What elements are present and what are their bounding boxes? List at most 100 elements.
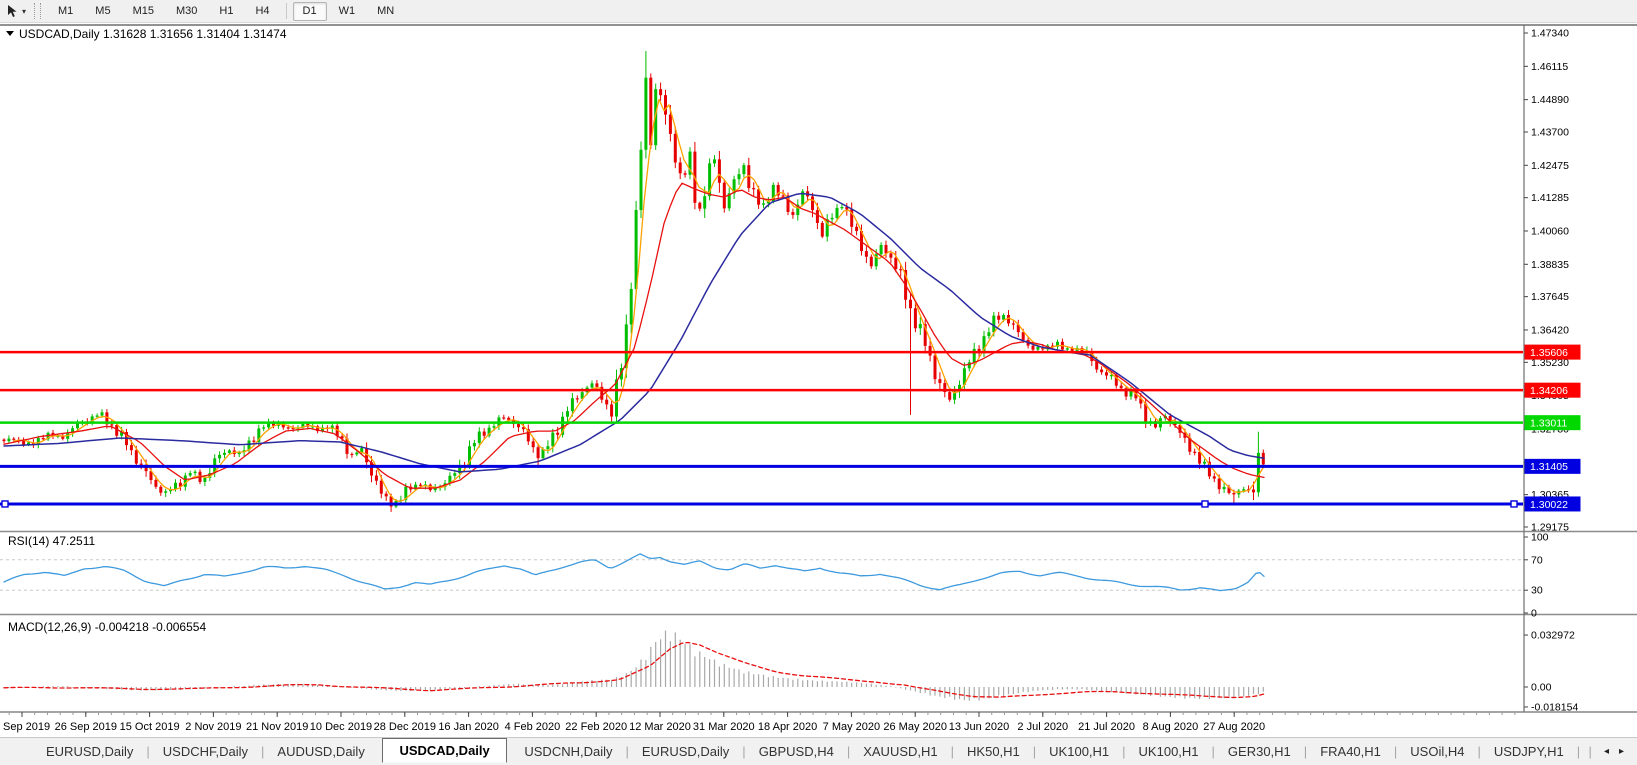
timeframe-button-m5[interactable]: M5 [95,4,111,17]
svg-text:30: 30 [1531,585,1543,597]
svg-text:1.35230: 1.35230 [1531,357,1569,369]
svg-text:27 Aug 2020: 27 Aug 2020 [1203,721,1265,733]
rsi-axis: 100 70 30 0 [0,532,1549,620]
line-handle[interactable] [1201,500,1209,508]
svg-text:28 Dec 2019: 28 Dec 2019 [374,721,436,733]
svg-text:21 Nov 2019: 21 Nov 2019 [246,721,308,733]
timeframe-button-m15[interactable]: M15 [132,4,154,17]
svg-text:4 Feb 2020: 4 Feb 2020 [505,721,561,733]
tab-separator: | [1303,744,1308,759]
tab-separator: | [625,744,629,759]
svg-text:1.34206: 1.34206 [1530,385,1568,397]
tab-separator: | [261,744,265,759]
horizontal-line-objects: 1.35606 1.34206 1.33011 1.31405 1.30022 [0,344,1581,512]
tab-usdchf-daily[interactable]: USDCHF,Daily [162,744,249,759]
tab-uk100-h1[interactable]: UK100,H1 [1138,744,1199,759]
tab-separator: | [1393,744,1398,759]
svg-text:10 Dec 2019: 10 Dec 2019 [310,721,372,733]
svg-text:-0.018154: -0.018154 [1531,701,1578,713]
svg-text:1.37645: 1.37645 [1531,291,1569,303]
cursor-tool-icon [8,5,17,17]
chart-tab-bar: EURUSD,Daily | USDCHF,Daily | AUDUSD,Daily U… [0,737,1637,765]
svg-text:22 Feb 2020: 22 Feb 2020 [565,721,627,733]
svg-text:1.29175: 1.29175 [1531,521,1569,533]
timeframe-toolbar: ▾ M1 M5 M15 M30 H1 H4 D1 W1 MN [0,0,1637,23]
symbol-ohlc-line: USDCAD,Daily 1.31628 1.31656 1.31404 1.3… [19,27,287,41]
moving-averages [3,98,1265,503]
timeframe-button-mn[interactable]: MN [377,4,395,17]
price-badge [1524,496,1581,512]
tab-usdcnh-daily[interactable]: USDCNH,Daily [524,744,613,759]
tab-scroll-right-icon[interactable]: ▸ [1618,746,1624,757]
tab-hk50-h1[interactable]: HK50,H1 [967,744,1020,759]
tab-fra40-h1[interactable]: FRA40,H1 [1320,744,1381,759]
svg-text:21 Jul 2020: 21 Jul 2020 [1078,721,1135,733]
svg-text:2 Nov 2019: 2 Nov 2019 [185,721,241,733]
ma-mid-line [3,182,1265,489]
tab-separator: | [1477,744,1481,759]
tab-eurusd-daily[interactable]: EURUSD,Daily [46,744,134,759]
svg-text:1.44890: 1.44890 [1531,94,1569,106]
symbol-dropdown-icon[interactable] [6,31,14,36]
svg-text:1.38835: 1.38835 [1531,259,1569,271]
svg-text:1.40060: 1.40060 [1531,225,1569,237]
svg-text:70: 70 [1531,554,1543,566]
svg-text:1.36420: 1.36420 [1531,324,1569,336]
tab-separator: | [1211,744,1215,759]
tab-xauusd-h1[interactable]: XAUUSD,H1 [863,744,938,759]
svg-text:13 Jun 2020: 13 Jun 2020 [949,721,1010,733]
timeframe-button-d1[interactable]: D1 [292,1,327,21]
svg-text:8 Aug 2020: 8 Aug 2020 [1143,721,1199,733]
svg-text:1.47340: 1.47340 [1531,28,1569,40]
tab-usdcad-daily[interactable]: USDCAD,Daily [382,738,507,763]
cursor-tool-button[interactable]: ▾ [0,2,30,21]
macd-indicator-label: MACD(12,26,9) -0.004218 -0.006554 [8,620,206,634]
svg-text:1.41285: 1.41285 [1531,192,1569,204]
svg-text:7 Sep 2019: 7 Sep 2019 [0,721,50,733]
rsi-indicator-label: RSI(14) 47.2511 [8,534,95,548]
tab-separator: | [1032,744,1037,759]
chart-canvas[interactable]: 1.47340 1.46115 1.44890 1.43700 1.42475 1.412… [0,23,1637,737]
macd-axis: 0.032972 0.00 -0.018154 [1524,630,1578,713]
line-handle[interactable] [1510,500,1518,508]
svg-text:26 May 2020: 26 May 2020 [883,721,947,733]
svg-text:1.31405: 1.31405 [1530,461,1568,473]
macd-series [3,630,1265,701]
line-handle[interactable] [1,500,9,508]
svg-text:26 Sep 2019: 26 Sep 2019 [55,721,117,733]
svg-text:2 Jul 2020: 2 Jul 2020 [1017,721,1068,733]
caret-down-icon: ▾ [22,6,27,16]
svg-text:16 Jan 2020: 16 Jan 2020 [438,721,499,733]
timeframe-button-h1[interactable]: H1 [219,4,234,17]
timeframe-button-w1[interactable]: W1 [338,4,356,17]
svg-text:0.00: 0.00 [1531,682,1552,694]
tab-gbpusd-h4[interactable]: GBPUSD,H4 [758,744,834,759]
svg-text:1.30022: 1.30022 [1530,499,1568,511]
tab-usoil-h4[interactable]: USOil,H4 [1410,744,1465,759]
price-badge [1524,344,1581,360]
toolbar-grip[interactable] [34,3,42,19]
svg-text:12 Mar 2020: 12 Mar 2020 [629,721,691,733]
svg-text:18 Apr 2020: 18 Apr 2020 [758,721,817,733]
tab-uk100-h1[interactable]: UK100,H1 [1049,744,1110,759]
tab-eurusd-daily[interactable]: EURUSD,Daily [641,744,730,759]
tab-separator: | [742,744,746,759]
tab-usdjpy-h1[interactable]: USDJPY,H1 [1493,744,1564,759]
price-badge [1524,458,1581,474]
tab-audusd-daily[interactable]: AUDUSD,Daily [277,744,365,759]
tab-scroll-left-icon[interactable]: ◂ [1603,746,1609,757]
tab-ger30-h1[interactable]: GER30,H1 [1227,744,1291,759]
macd-signal-line [3,641,1265,699]
svg-text:1.35606: 1.35606 [1530,347,1568,359]
svg-text:100: 100 [1531,532,1549,544]
timeframe-button-h4[interactable]: H4 [255,4,270,17]
timeframe-button-m30[interactable]: M30 [175,4,198,17]
candlestick-series [2,50,1265,512]
svg-text:0.032972: 0.032972 [1531,630,1575,642]
chart-window: 1.47340 1.46115 1.44890 1.43700 1.42475 1.412… [0,23,1637,737]
tab-separator: | [846,744,851,759]
tab-separator: | [1122,744,1126,759]
svg-text:1.46115: 1.46115 [1531,61,1568,73]
timeframe-button-m1[interactable]: M1 [58,4,74,17]
ma-fast-line [13,98,1265,503]
